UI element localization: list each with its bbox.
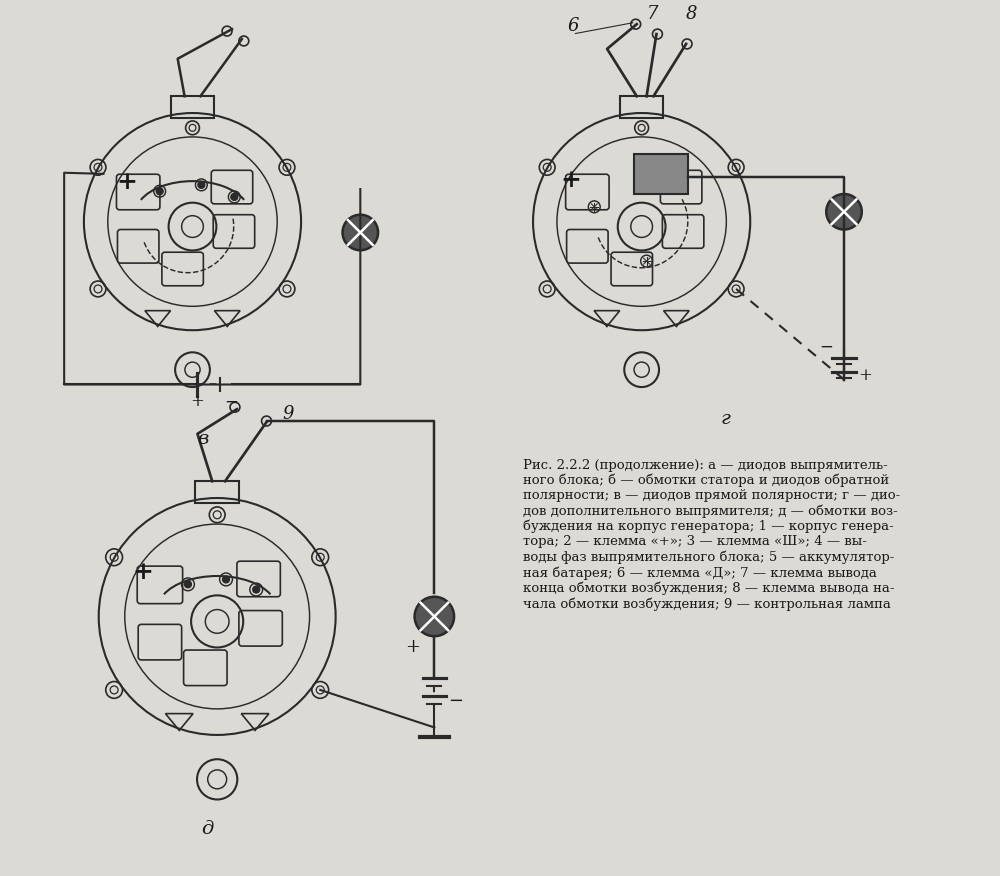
Text: Рис. 2.2.2 (продолжение): а — диодов выпрямитель-
ного блока; б — обмотки статор: Рис. 2.2.2 (продолжение): а — диодов вып… (523, 458, 900, 611)
Bar (620, 96, 663, 118)
Circle shape (156, 187, 163, 194)
Text: −: − (448, 692, 463, 710)
Text: в: в (197, 430, 208, 448)
Text: +: + (132, 560, 153, 583)
Bar (634, 154, 688, 194)
Circle shape (198, 181, 205, 188)
Text: 9: 9 (282, 405, 294, 423)
Circle shape (185, 581, 191, 588)
Text: 7: 7 (647, 5, 658, 24)
Text: −: − (819, 339, 833, 356)
Bar (195, 481, 239, 503)
Text: +: + (116, 170, 137, 194)
Text: 8: 8 (686, 5, 698, 24)
Text: +: + (191, 393, 204, 410)
Text: г: г (721, 410, 730, 428)
Text: +: + (405, 638, 420, 656)
Circle shape (223, 576, 229, 583)
Text: 6: 6 (568, 18, 579, 35)
Circle shape (231, 194, 238, 201)
Text: +: + (858, 366, 872, 384)
Circle shape (826, 194, 862, 230)
Text: −: − (224, 393, 238, 410)
Circle shape (415, 597, 454, 636)
Circle shape (343, 215, 378, 251)
Text: +: + (560, 168, 581, 192)
Circle shape (253, 586, 260, 593)
Text: д: д (201, 820, 213, 837)
Bar (171, 96, 214, 118)
